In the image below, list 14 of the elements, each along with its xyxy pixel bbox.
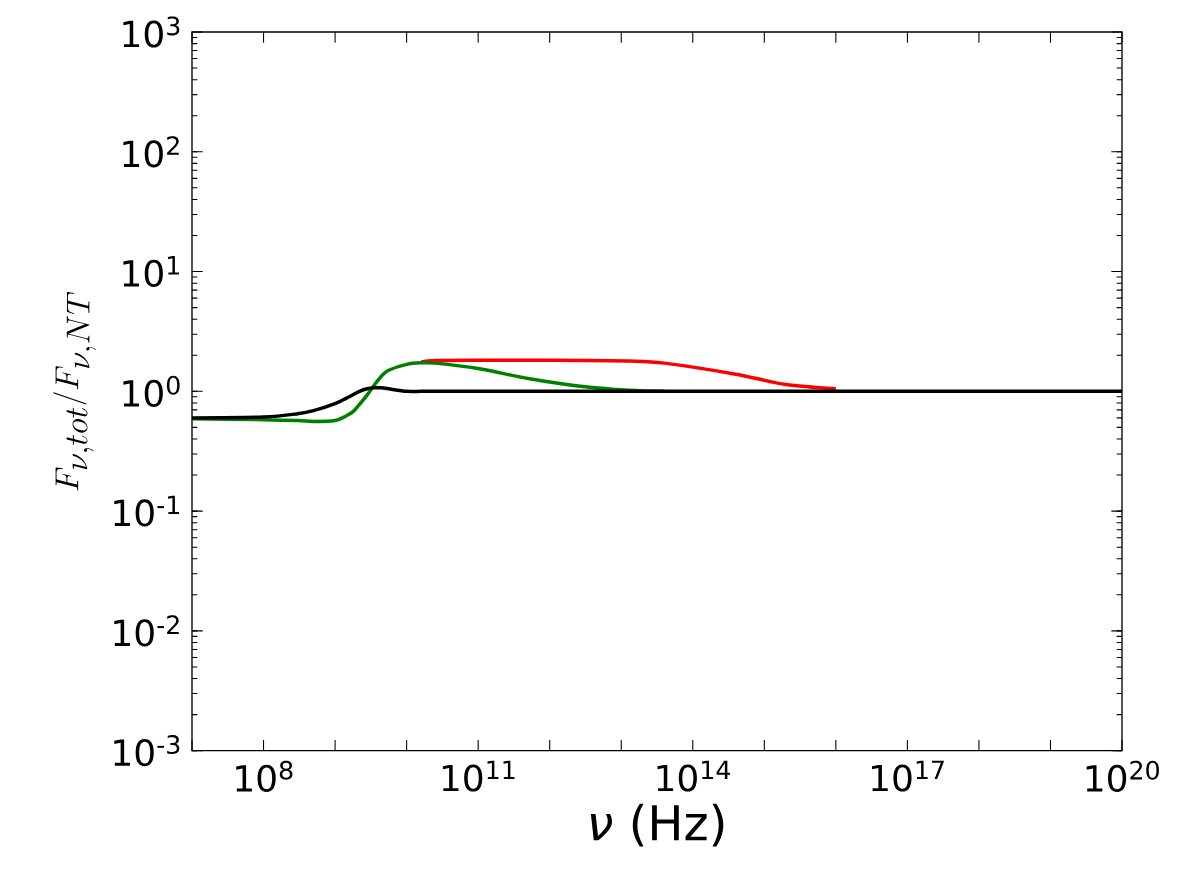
x-tick-label: 10$^{17}$ bbox=[872, 760, 944, 792]
y-tick-label: 10$^{3}$ bbox=[123, 16, 180, 48]
x-axis-title: ν (Hz) bbox=[590, 803, 724, 847]
y-tick-label: 10$^{-1}$ bbox=[114, 495, 179, 527]
y-tick-label: 10$^{-3}$ bbox=[114, 734, 180, 767]
x-tick-label: 10$^{20}$ bbox=[1086, 760, 1159, 792]
y-axis-title: $F_{\nu,tot}/F_{\nu,NT}$ bbox=[53, 291, 96, 491]
x-tick-label: 10$^{8}$ bbox=[236, 760, 293, 792]
y-tick-label: 10$^{1}$ bbox=[123, 255, 179, 287]
x-tick-label: 10$^{14}$ bbox=[657, 760, 730, 792]
y-tick-label: 10$^{2}$ bbox=[123, 136, 179, 168]
x-tick-label: 10$^{11}$ bbox=[442, 760, 515, 792]
y-tick-label: 10$^{-2}$ bbox=[114, 615, 179, 647]
y-tick-label: 10$^{0}$ bbox=[123, 375, 180, 407]
